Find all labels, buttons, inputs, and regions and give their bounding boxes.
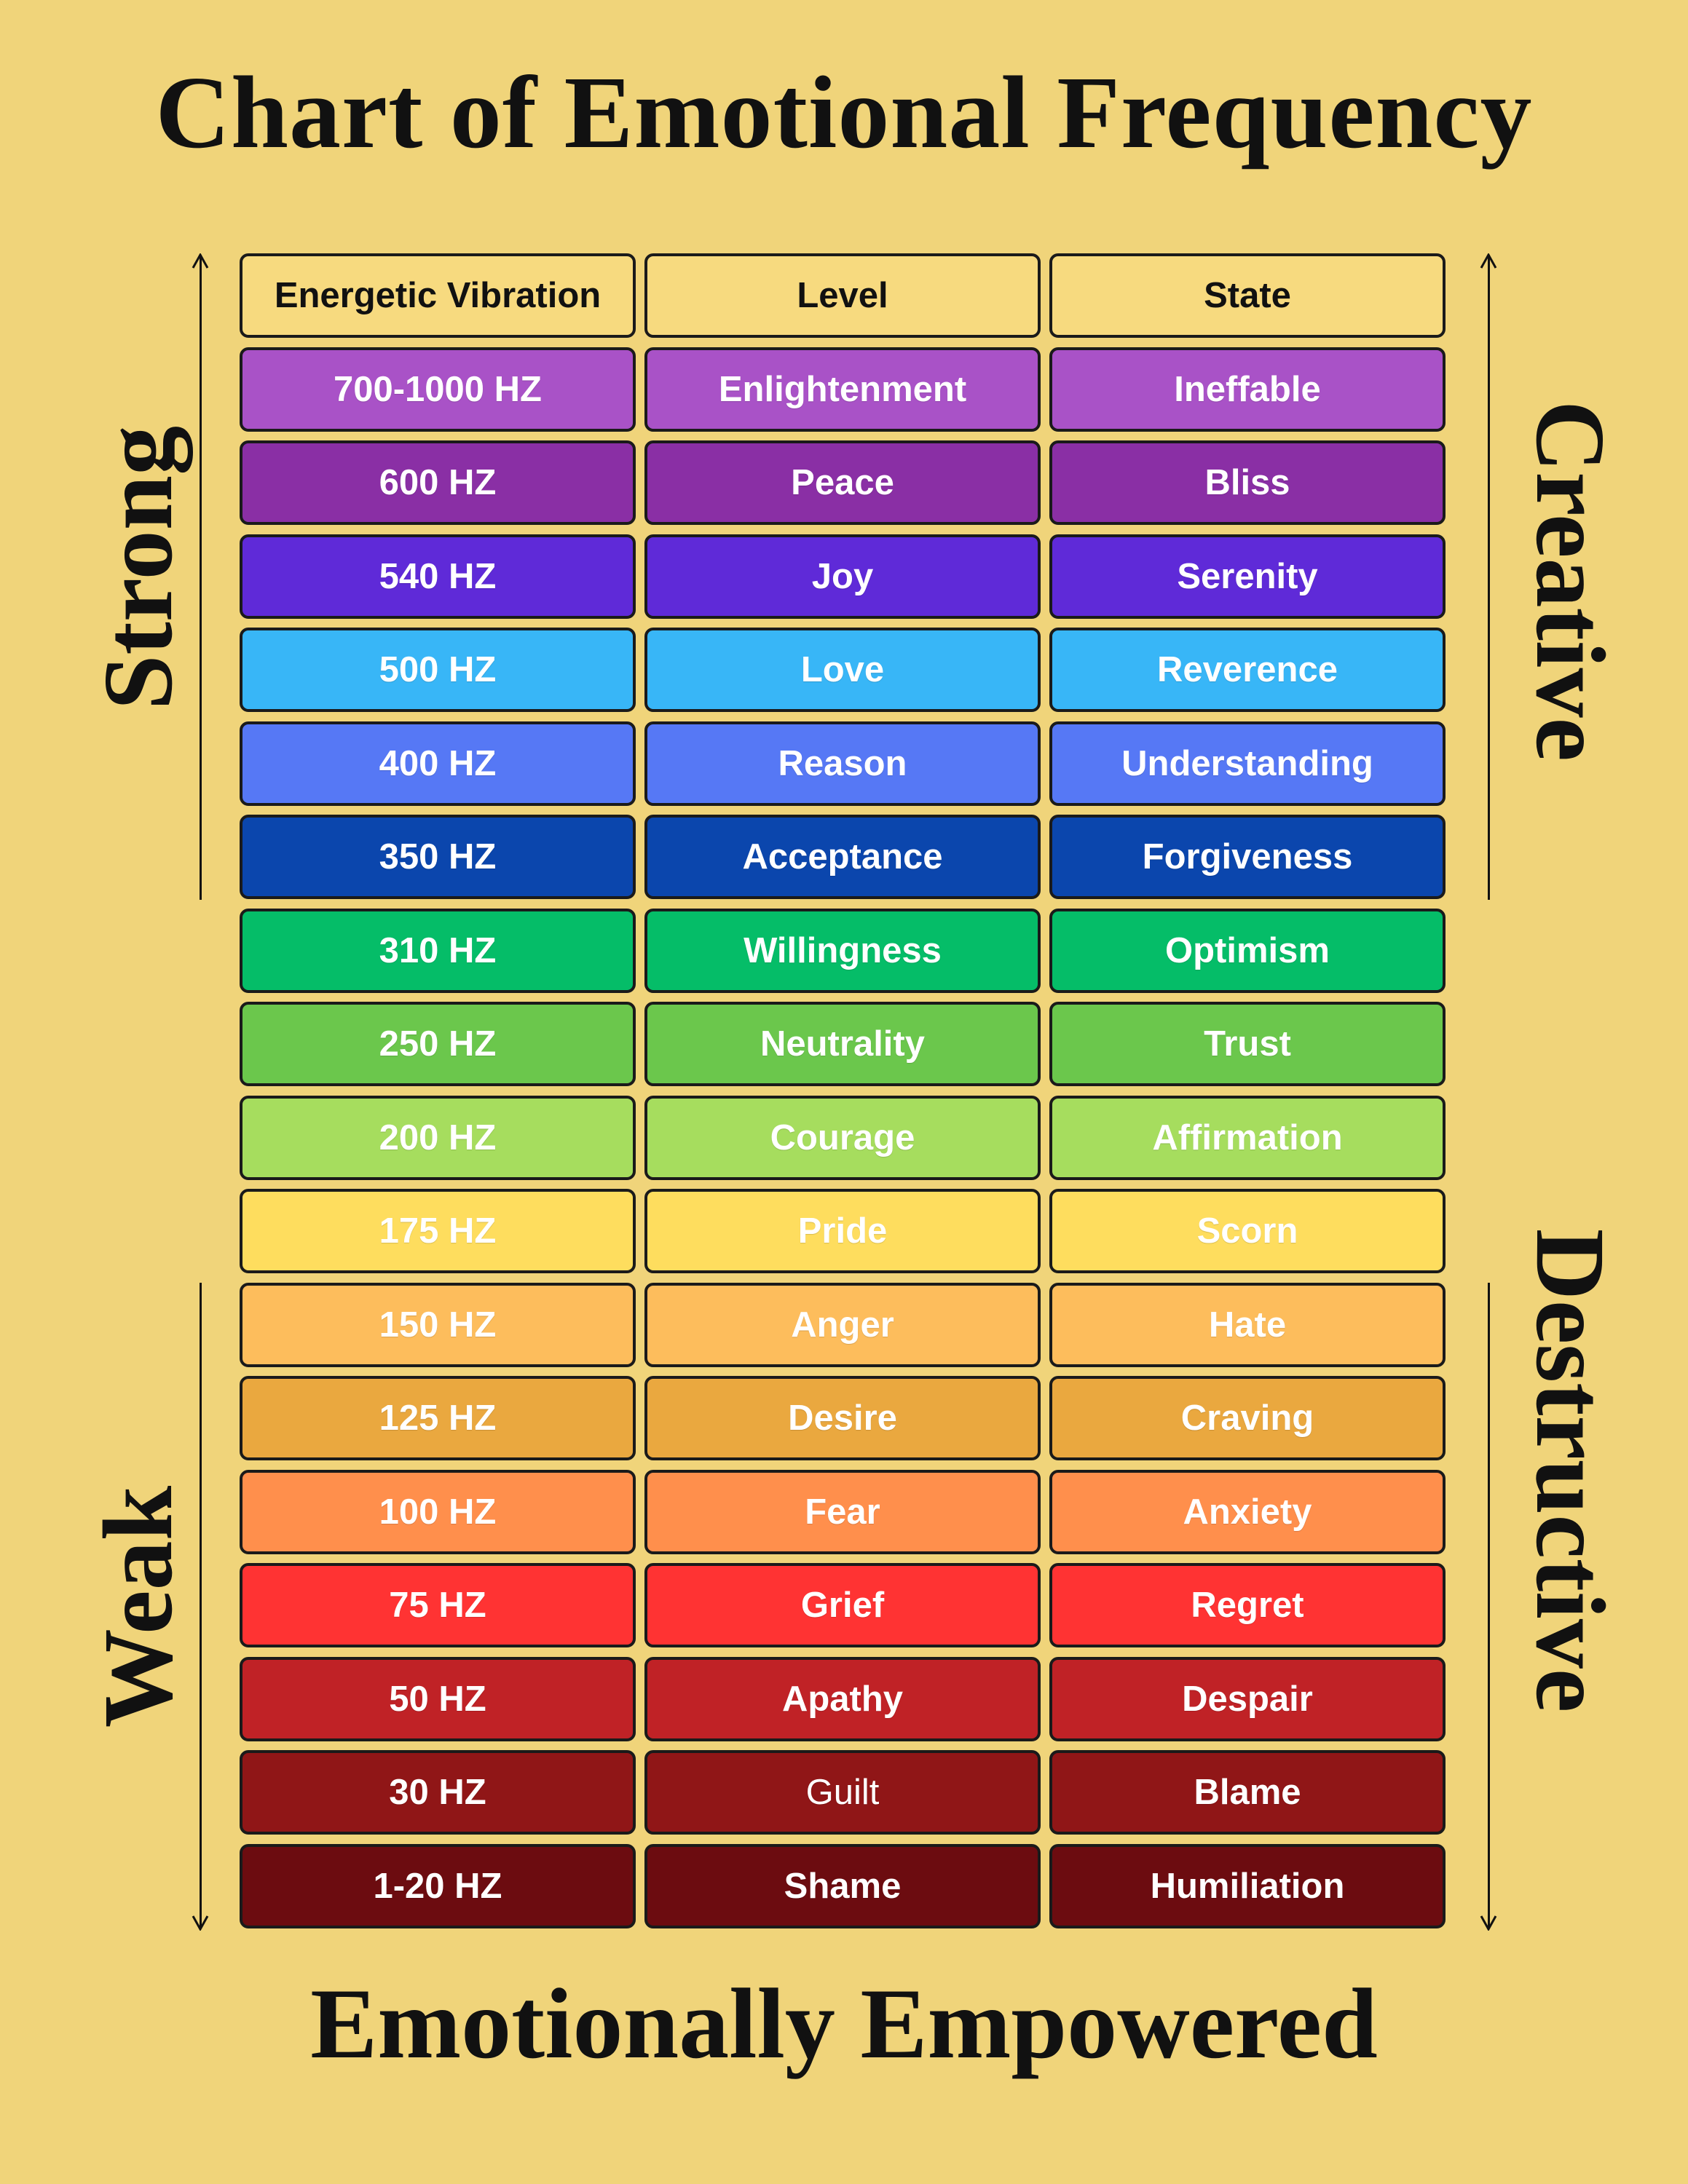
side-label-destructive: Destructive [1515,1228,1625,1713]
table-cell-state: Blame [1049,1750,1446,1835]
table-cell-state: Ineffable [1049,347,1446,432]
table-cell-hz: 200 HZ [240,1095,636,1180]
table-cell-hz: 75 HZ [240,1563,636,1647]
table-cell-hz: 310 HZ [240,908,636,993]
table-cell-state: Understanding [1049,721,1446,806]
table-cell-state: Anxiety [1049,1469,1446,1554]
table-cell-hz: 150 HZ [240,1282,636,1367]
table-cell-state: Trust [1049,1002,1446,1086]
table-cell-state: Forgiveness [1049,815,1446,899]
table-cell-level: Shame [644,1843,1041,1928]
frequency-table: Energetic Vibration Level State 700-1000… [240,253,1448,1928]
table-cell-level: Courage [644,1095,1041,1180]
table-cell-hz: 1-20 HZ [240,1843,636,1928]
header-energetic-vibration: Energetic Vibration [240,253,636,338]
table-cell-level: Pride [644,1189,1041,1273]
table-cell-level: Neutrality [644,1002,1041,1086]
table-cell-level: Love [644,628,1041,712]
strong-up-arrow-icon [191,253,210,901]
table-cell-hz: 30 HZ [240,1750,636,1835]
table-cell-level: Enlightenment [644,347,1041,432]
table-cell-state: Reverence [1049,628,1446,712]
table-cell-state: Despair [1049,1656,1446,1741]
creative-up-arrow-icon [1479,253,1498,901]
table-cell-hz: 500 HZ [240,628,636,712]
table-cell-state: Craving [1049,1376,1446,1460]
table-cell-level: Fear [644,1469,1041,1554]
table-cell-hz: 540 HZ [240,534,636,619]
table-cell-state: Scorn [1049,1189,1446,1273]
table-cell-state: Humiliation [1049,1843,1446,1928]
table-cell-hz: 100 HZ [240,1469,636,1554]
table-cell-level: Peace [644,440,1041,525]
table-cell-level: Reason [644,721,1041,806]
table-cell-state: Optimism [1049,908,1446,993]
footer-tagline: Emotionally Empowered [310,1968,1378,2079]
table-cell-hz: 700-1000 HZ [240,347,636,432]
table-cell-level: Acceptance [644,815,1041,899]
table-cell-level: Desire [644,1376,1041,1460]
table-cell-state: Affirmation [1049,1095,1446,1180]
table-cell-level: Guilt [644,1750,1041,1835]
table-cell-state: Bliss [1049,440,1446,525]
header-state: State [1049,253,1446,338]
table-cell-level: Grief [644,1563,1041,1647]
side-label-weak: Weak [84,1485,193,1728]
table-cell-level: Willingness [644,908,1041,993]
side-label-strong: Strong [84,425,193,711]
table-cell-state: Serenity [1049,534,1446,619]
table-cell-hz: 50 HZ [240,1656,636,1741]
table-cell-level: Anger [644,1282,1041,1367]
table-cell-hz: 400 HZ [240,721,636,806]
page-title: Chart of Emotional Frequency [155,55,1533,170]
weak-down-arrow-icon [191,1283,210,1931]
table-cell-state: Hate [1049,1282,1446,1367]
side-label-creative: Creative [1515,400,1625,761]
destructive-down-arrow-icon [1479,1283,1498,1931]
table-cell-hz: 600 HZ [240,440,636,525]
table-cell-level: Apathy [644,1656,1041,1741]
table-cell-level: Joy [644,534,1041,619]
table-cell-hz: 350 HZ [240,815,636,899]
table-cell-state: Regret [1049,1563,1446,1647]
table-cell-hz: 125 HZ [240,1376,636,1460]
header-level: Level [644,253,1041,338]
table-cell-hz: 175 HZ [240,1189,636,1273]
table-cell-hz: 250 HZ [240,1002,636,1086]
